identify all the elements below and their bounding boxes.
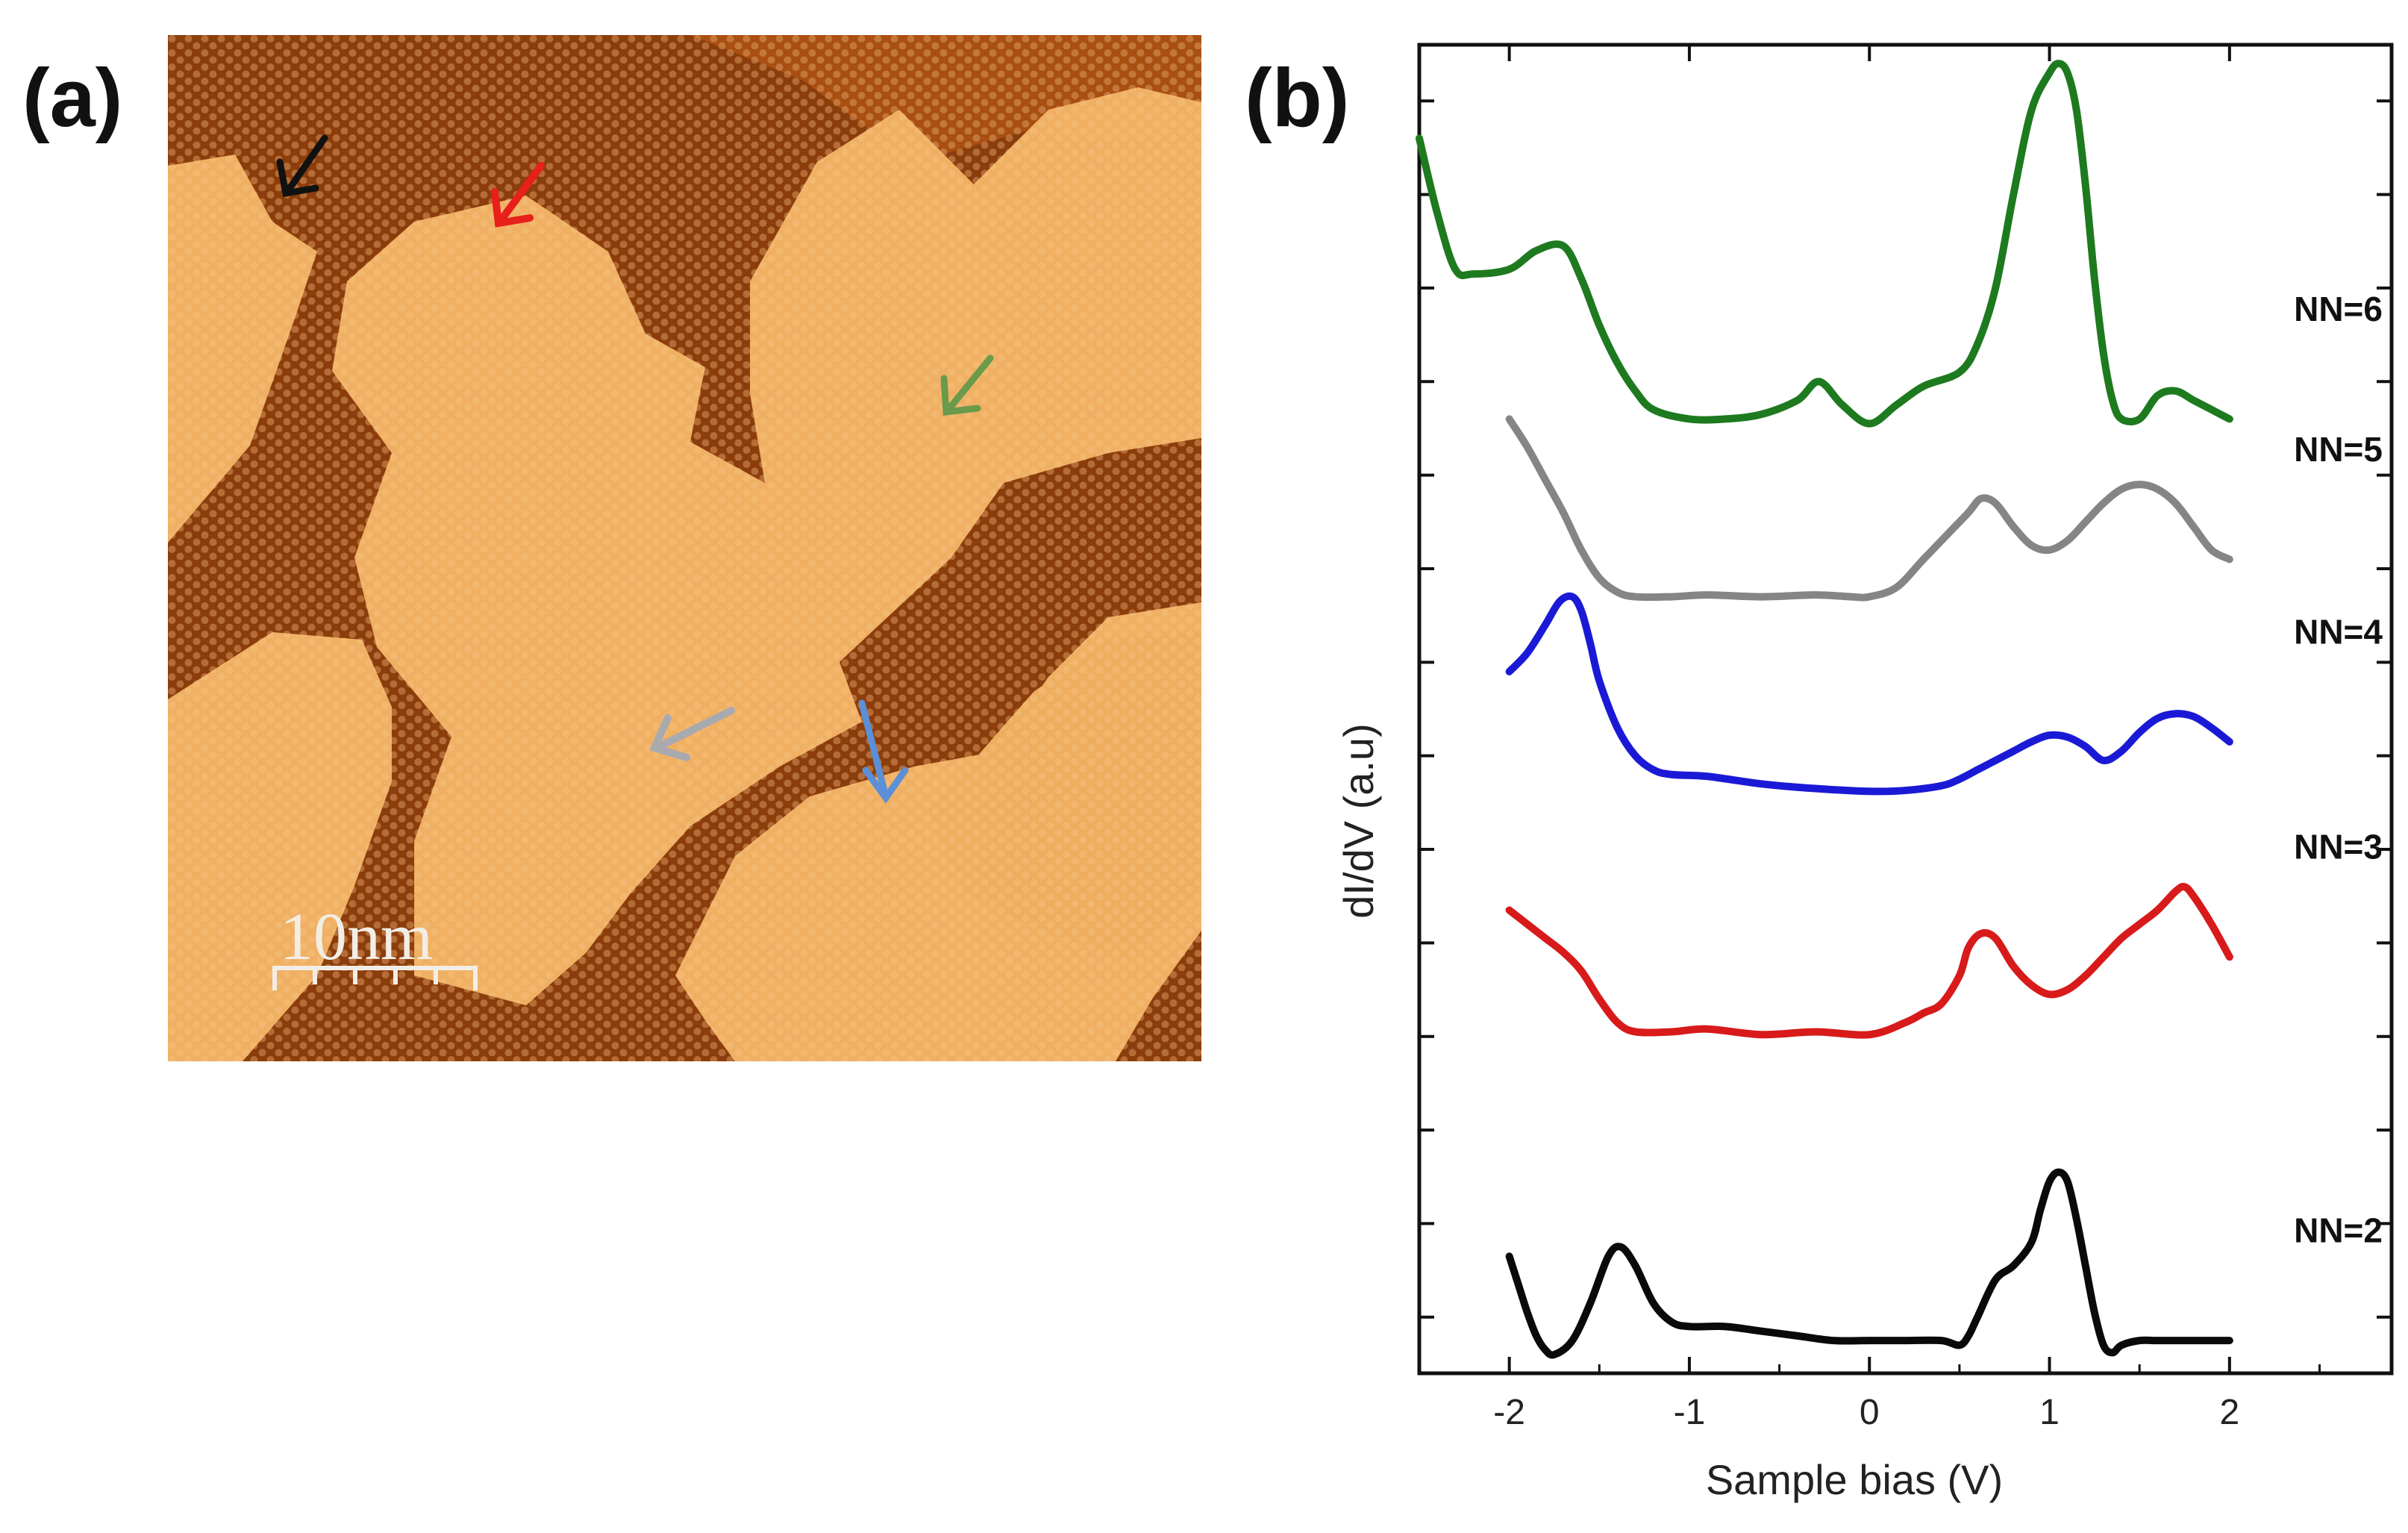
stm-scale-bar (272, 966, 478, 990)
x-tick-label: 1 (2039, 1393, 2060, 1432)
panel-a-label: (a) (22, 52, 123, 144)
stm-scale-bar-label: 10nm (280, 900, 433, 974)
plot-frame (1417, 43, 2394, 1376)
series-label-nn4: NN=4 (2294, 612, 2383, 651)
series-line-nn3 (1505, 882, 2233, 1039)
series-label-nn5: NN=5 (2294, 430, 2383, 469)
x-tick-label: -1 (1674, 1393, 1706, 1432)
x-tick-label: 2 (2219, 1393, 2239, 1432)
x-tick-label: 0 (1860, 1393, 1880, 1432)
stm-arrow-black (276, 134, 328, 198)
panel-b-label: (b) (1245, 52, 1350, 144)
stm-arrow-green (940, 355, 994, 416)
chart-series-labels: NN=6 NN=5 NN=4 NN=3 NN=2 (2294, 290, 2383, 1250)
x-axis-title: Sample bias (V) (1706, 1456, 2003, 1503)
y-axis-title: dI/dV (a.u) (1335, 723, 1382, 918)
stm-arrow-blue (858, 699, 909, 804)
series-label-nn6: NN=6 (2294, 290, 2383, 328)
stm-arrow-gray (649, 707, 735, 761)
series-label-nn3: NN=3 (2294, 828, 2383, 867)
chart-series-group (1416, 60, 2233, 1359)
stm-topography-image: 10nm (168, 35, 1201, 1061)
chart-axes: -2 -1 0 1 2 (1417, 43, 2394, 1432)
series-line-nn5 (1505, 415, 2233, 602)
series-label-nn2: NN=2 (2294, 1211, 2383, 1250)
series-line-nn2 (1505, 1168, 2233, 1359)
stm-arrow-red (491, 162, 545, 228)
series-line-nn6 (1416, 60, 2233, 428)
dIdV-chart: -2 -1 0 1 2 NN=6 NN=5 NN=4 NN=3 NN=2 Sample bias… (1335, 43, 2394, 1503)
series-line-nn4 (1505, 592, 2233, 796)
x-tick-label: -2 (1493, 1393, 1525, 1432)
